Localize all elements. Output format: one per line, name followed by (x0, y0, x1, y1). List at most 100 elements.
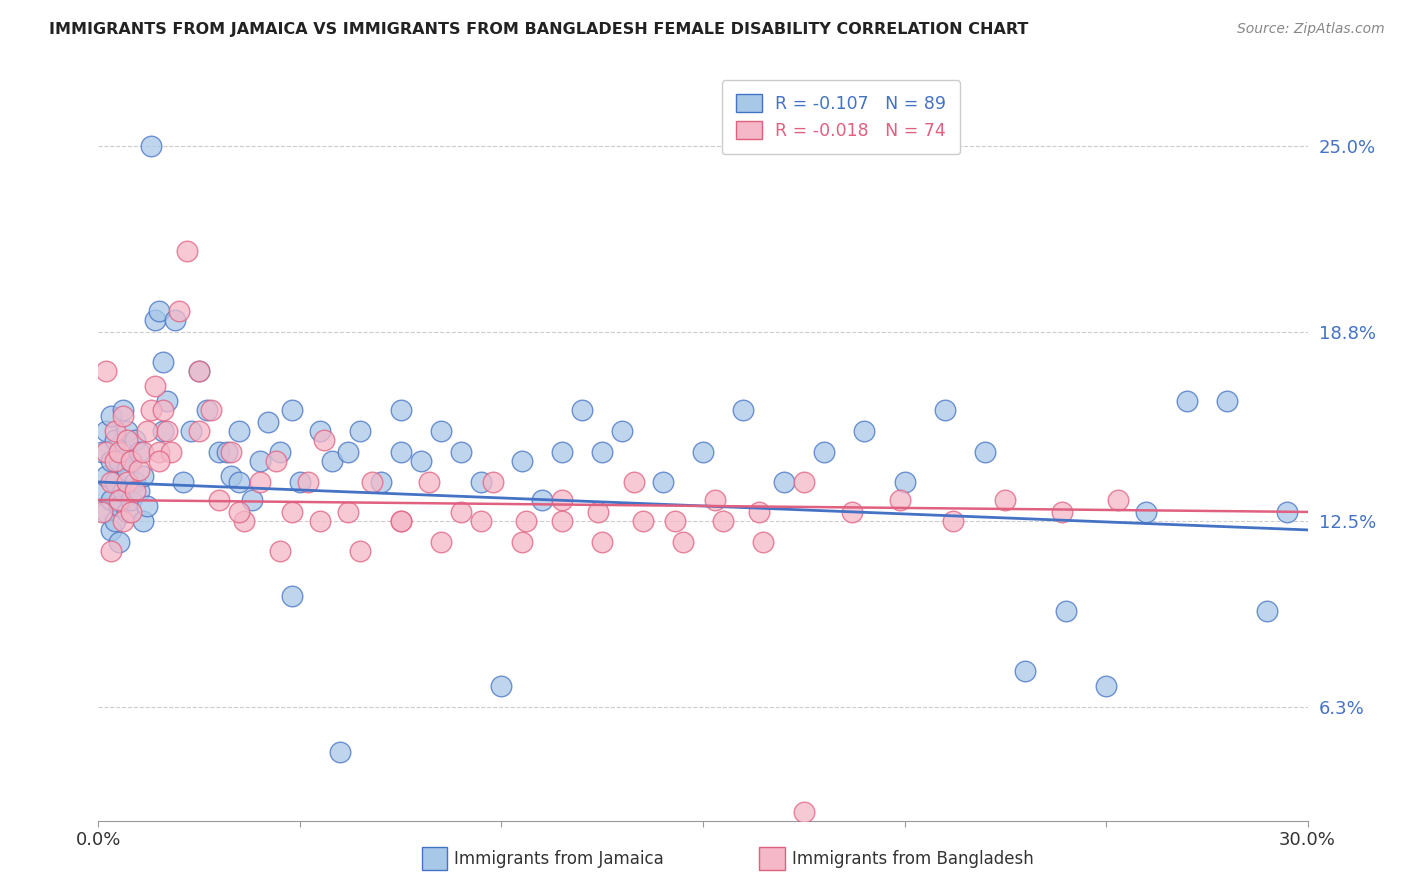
Point (321, 454, 343, 468)
Point (1107, 492, 1129, 507)
Point (176, 244, 198, 259)
Point (1135, 505, 1157, 519)
Point (1256, 604, 1278, 618)
Point (530, 492, 553, 507)
Point (631, 514, 654, 528)
Point (240, 492, 263, 507)
Point (120, 492, 142, 507)
Point (389, 514, 412, 528)
Point (232, 514, 254, 528)
Point (748, 505, 770, 519)
Point (692, 445, 714, 459)
Point (115, 475, 138, 489)
Point (180, 424, 202, 438)
Point (107, 454, 129, 468)
Point (551, 514, 574, 528)
Text: IMMIGRANTS FROM JAMAICA VS IMMIGRANTS FROM BANGLADESH FEMALE DISABILITY CORRELAT: IMMIGRANTS FROM JAMAICA VS IMMIGRANTS FR… (49, 22, 1029, 37)
Point (221, 469, 243, 483)
Point (889, 492, 911, 507)
Point (752, 535, 775, 549)
Point (143, 379, 166, 393)
Point (1277, 505, 1299, 519)
Point (128, 445, 150, 459)
Point (337, 445, 360, 459)
Point (100, 492, 122, 507)
Point (470, 475, 492, 489)
Point (100, 409, 122, 423)
Point (551, 492, 574, 507)
Point (107, 535, 129, 549)
Point (711, 514, 734, 528)
Point (389, 403, 412, 417)
Point (139, 403, 162, 417)
Point (91, 505, 114, 519)
Point (132, 445, 155, 459)
Point (994, 492, 1017, 507)
Point (841, 505, 863, 519)
Point (389, 445, 412, 459)
Point (100, 454, 122, 468)
Point (139, 139, 162, 153)
Point (934, 403, 956, 417)
Point (314, 433, 336, 447)
Point (208, 445, 231, 459)
Point (249, 454, 271, 468)
Point (148, 445, 170, 459)
Point (188, 424, 211, 438)
Point (111, 445, 134, 459)
Point (450, 445, 472, 459)
Point (111, 403, 134, 417)
Point (430, 424, 453, 438)
Text: Immigrants from Bangladesh: Immigrants from Bangladesh (792, 850, 1033, 868)
Point (793, 805, 815, 819)
Point (107, 445, 129, 459)
Point (195, 403, 218, 417)
Point (361, 475, 384, 489)
Point (772, 475, 794, 489)
Point (1014, 664, 1036, 678)
Point (672, 535, 695, 549)
Point (249, 475, 271, 489)
Point (264, 454, 287, 468)
Point (389, 514, 412, 528)
Point (91, 445, 114, 459)
Point (349, 424, 371, 438)
Point (107, 492, 129, 507)
Point (515, 514, 537, 528)
Point (491, 679, 513, 693)
Point (100, 523, 122, 537)
Point (269, 544, 291, 558)
Point (1050, 505, 1073, 519)
Point (329, 745, 352, 759)
Point (349, 544, 371, 558)
Point (156, 424, 179, 438)
Point (281, 403, 304, 417)
Point (418, 475, 440, 489)
Point (200, 403, 222, 417)
Point (152, 424, 174, 438)
Point (450, 505, 472, 519)
Point (120, 454, 142, 468)
Point (96, 445, 118, 459)
Point (152, 403, 174, 417)
Point (208, 492, 231, 507)
Point (510, 454, 533, 468)
Point (942, 514, 965, 528)
Point (470, 514, 492, 528)
Point (148, 454, 170, 468)
Point (160, 445, 183, 459)
Point (172, 475, 194, 489)
Point (96, 505, 118, 519)
Point (853, 424, 876, 438)
Point (124, 475, 146, 489)
Point (111, 483, 134, 498)
Point (551, 445, 574, 459)
Point (704, 492, 727, 507)
Point (974, 445, 997, 459)
Point (96, 469, 118, 483)
Point (337, 505, 360, 519)
Point (591, 535, 613, 549)
Point (591, 445, 613, 459)
Point (256, 415, 278, 429)
Point (103, 454, 125, 468)
